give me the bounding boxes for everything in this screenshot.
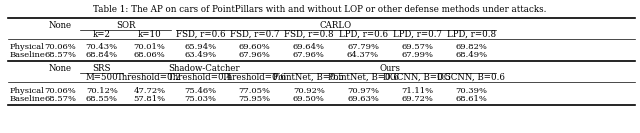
Text: FSD, r=0.6: FSD, r=0.6 [176,30,225,39]
Text: Physical: Physical [9,87,44,95]
Text: 68.55%: 68.55% [86,95,118,103]
Text: 70.97%: 70.97% [347,87,379,95]
Text: 71.11%: 71.11% [401,87,433,95]
Text: SRS: SRS [93,64,111,73]
Text: 70.12%: 70.12% [86,87,118,95]
Text: 47.72%: 47.72% [134,87,166,95]
Text: 70.43%: 70.43% [86,43,118,51]
Text: Baseline: Baseline [9,51,45,59]
Text: SOR: SOR [116,21,136,30]
Text: 70.01%: 70.01% [134,43,166,51]
Text: 68.61%: 68.61% [456,95,487,103]
Text: PointNet, B=0.5: PointNet, B=0.5 [273,73,344,82]
Text: 67.79%: 67.79% [347,43,379,51]
Text: 68.57%: 68.57% [44,95,76,103]
Text: 75.46%: 75.46% [184,87,216,95]
Text: 69.60%: 69.60% [239,43,271,51]
Text: Baseline: Baseline [9,95,45,103]
Text: LPD, r=0.6: LPD, r=0.6 [339,30,387,39]
Text: Threshold=0.2: Threshold=0.2 [117,73,182,82]
Text: 69.63%: 69.63% [347,95,379,103]
Text: 75.95%: 75.95% [239,95,271,103]
Text: 68.06%: 68.06% [134,51,165,59]
Text: FSD, r=0.7: FSD, r=0.7 [230,30,280,39]
Text: 69.50%: 69.50% [293,95,324,103]
Text: CARLO: CARLO [320,21,352,30]
Text: LPD, r=0.8: LPD, r=0.8 [447,30,496,39]
Text: k=10: k=10 [138,30,161,39]
Text: Ours: Ours [380,64,401,73]
Text: 70.39%: 70.39% [455,87,487,95]
Text: 69.72%: 69.72% [401,95,433,103]
Text: FSD, r=0.8: FSD, r=0.8 [284,30,333,39]
Text: 68.49%: 68.49% [455,51,488,59]
Text: Shadow-Catcher: Shadow-Catcher [168,64,239,73]
Text: 67.96%: 67.96% [293,51,324,59]
Text: 77.05%: 77.05% [239,87,271,95]
Text: DGCNN, B=0.5: DGCNN, B=0.5 [383,73,451,82]
Text: 67.99%: 67.99% [401,51,433,59]
Text: 69.82%: 69.82% [456,43,487,51]
Text: None: None [49,64,72,73]
Text: 57.81%: 57.81% [134,95,166,103]
Text: 64.37%: 64.37% [347,51,379,59]
Text: Threshold=0.6: Threshold=0.6 [222,73,287,82]
Text: 65.94%: 65.94% [184,43,216,51]
Text: Physical: Physical [9,43,44,51]
Text: LPD, r=0.7: LPD, r=0.7 [393,30,442,39]
Text: 68.57%: 68.57% [44,51,76,59]
Text: k=2: k=2 [93,30,111,39]
Text: PointNet, B=0.6: PointNet, B=0.6 [328,73,399,82]
Text: Threshold=0.4: Threshold=0.4 [168,73,233,82]
Text: 70.06%: 70.06% [44,43,76,51]
Text: 63.49%: 63.49% [184,51,216,59]
Text: DGCNN, B=0.6: DGCNN, B=0.6 [437,73,505,82]
Text: 75.03%: 75.03% [184,95,216,103]
Text: M=500: M=500 [85,73,118,82]
Text: 68.84%: 68.84% [86,51,118,59]
Text: 70.06%: 70.06% [44,87,76,95]
Text: 70.92%: 70.92% [293,87,324,95]
Text: Table 1: The AP on cars of PointPillars with and without LOP or other defense me: Table 1: The AP on cars of PointPillars … [93,5,547,14]
Text: None: None [49,21,72,30]
Text: 67.96%: 67.96% [239,51,271,59]
Text: 69.57%: 69.57% [401,43,433,51]
Text: 69.64%: 69.64% [293,43,325,51]
